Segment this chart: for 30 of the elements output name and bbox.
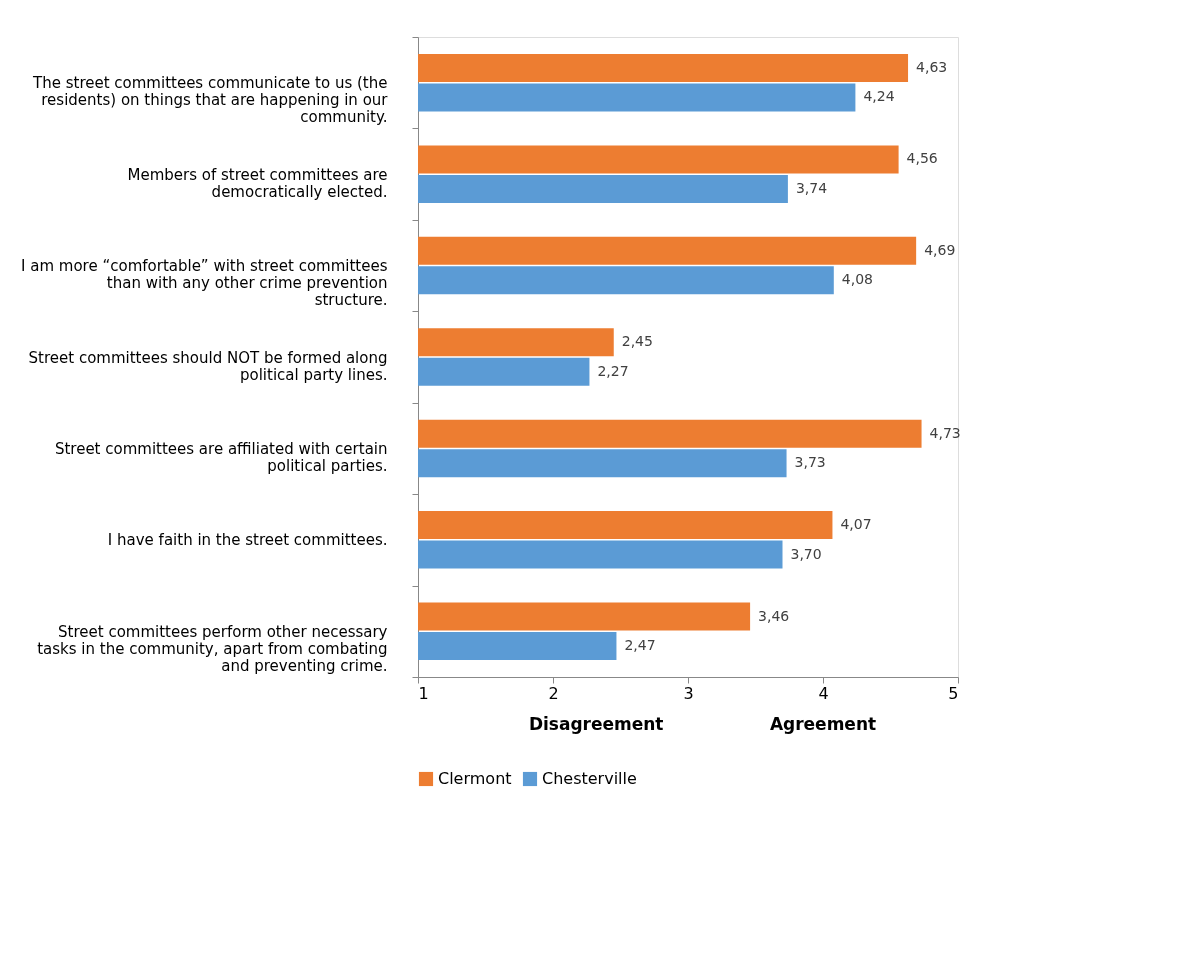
data-label: 2,47: [624, 637, 656, 654]
y-tick-label: The street committees communicate to us (the residents) on things that are happening in our community.: [32, 74, 389, 127]
data-label: 4,07: [840, 516, 872, 533]
data-label: 3,73: [794, 454, 826, 471]
data-label: 4,69: [924, 241, 956, 258]
y-tick-label: Street committees perform other necessary tasks in the community, apart from combating and preventing crime.: [37, 622, 388, 675]
data-label: 3,70: [790, 545, 822, 562]
legend-label: Chesterville: [542, 769, 637, 788]
x-tick-label: 4: [818, 683, 829, 703]
text: Disagreement: [528, 714, 664, 734]
y-tick-label: Street committees are affiliated with certain political parties.: [54, 439, 388, 475]
data-label: 4,24: [863, 88, 895, 105]
x-tick-label: 2: [548, 683, 559, 703]
y-tick-label: Members of street committees are democratically elected.: [127, 165, 388, 201]
data-label: 2,27: [597, 362, 629, 379]
y-tick-label: Street committees should NOT be formed along political party lines.: [28, 348, 388, 384]
data-label: 3,74: [795, 179, 828, 196]
data-label: 4,73: [929, 424, 961, 441]
data-label: 4,56: [906, 150, 938, 167]
data-label: 2,45: [621, 333, 653, 350]
data-label: 4,08: [841, 271, 873, 288]
x-tick-label: 3: [683, 683, 694, 703]
y-tick-label: I have faith in the street committees.: [107, 531, 388, 550]
text: Agreement: [769, 714, 877, 734]
legend-label: Clermont: [438, 769, 512, 788]
data-label: 3,46: [758, 607, 790, 624]
y-tick-label: I am more “comfortable” with street committees than with any other crime prevention structure.: [21, 257, 388, 310]
data-label: 4,63: [916, 58, 948, 75]
x-tick-label: 5: [948, 683, 959, 703]
x-tick-label: 1: [418, 683, 429, 703]
